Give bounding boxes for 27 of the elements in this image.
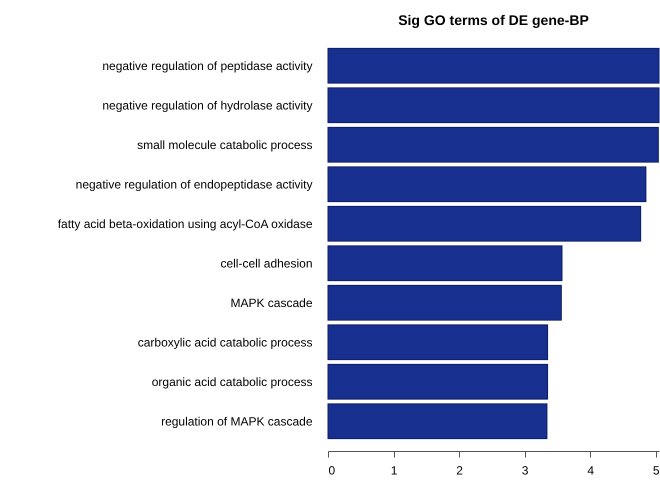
bar <box>328 403 548 440</box>
bar <box>328 87 660 124</box>
x-tick-label: 3 <box>522 464 529 478</box>
bar <box>328 48 660 84</box>
chart-title: Sig GO terms of DE gene-BP <box>398 12 589 28</box>
y-tick-label: negative regulation of peptidase activity <box>102 58 312 73</box>
y-tick-label: small molecule catabolic process <box>137 138 312 152</box>
x-tick-label: 5 <box>652 464 660 478</box>
bar <box>328 364 548 400</box>
x-tick-label: 0 <box>328 464 336 478</box>
y-tick-label: negative regulation of hydrolase activity <box>102 98 312 112</box>
y-tick-label: carboxylic acid catabolic process <box>138 335 312 350</box>
bar <box>328 126 659 163</box>
bar <box>328 324 548 360</box>
y-tick-label: MAPK cascade <box>230 296 313 310</box>
bar <box>328 206 642 242</box>
x-tick-label: 2 <box>456 464 464 478</box>
bar <box>328 166 646 202</box>
bar <box>328 284 562 321</box>
y-tick-label: fatty acid beta-oxidation using acyl-CoA oxidase <box>58 216 313 231</box>
x-tick-label: 4 <box>587 464 594 478</box>
x-tick-label: 1 <box>390 464 398 478</box>
y-tick-label: negative regulation of endopeptidase activity <box>76 177 312 192</box>
y-tick-label: regulation of MAPK cascade <box>161 414 313 428</box>
bar <box>328 245 562 282</box>
y-tick-label: organic acid catabolic process <box>152 374 312 389</box>
y-tick-label: cell-cell adhesion <box>220 256 312 270</box>
